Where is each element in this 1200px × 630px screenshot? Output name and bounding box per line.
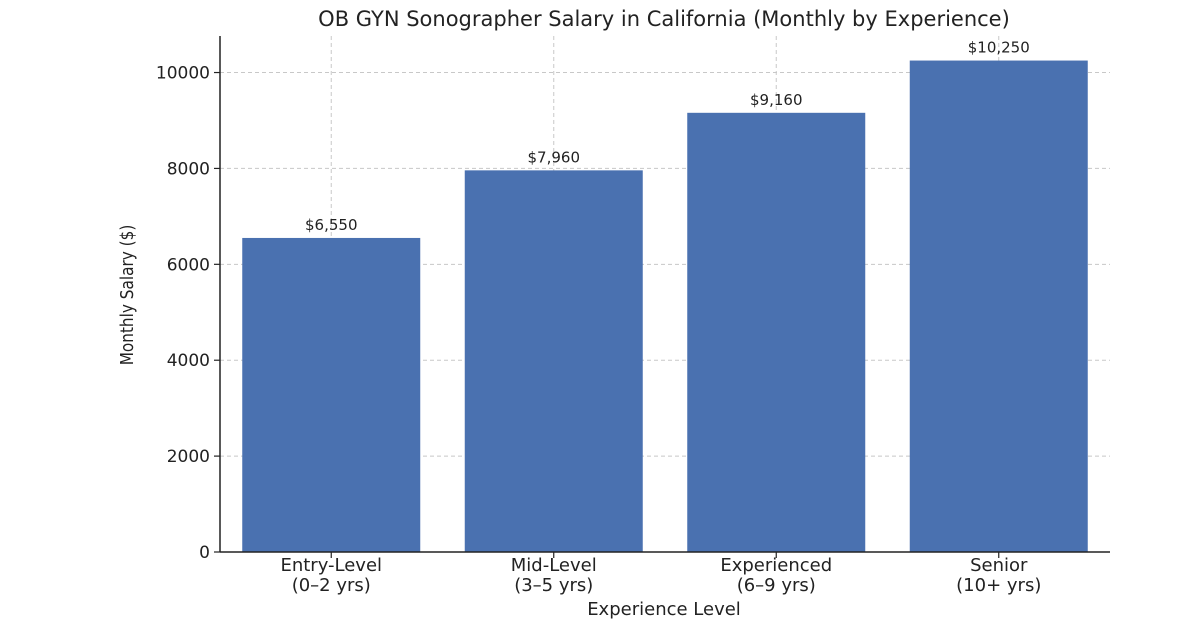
x-tick-label: (6–9 yrs)	[737, 575, 816, 596]
y-tick-label: 6000	[167, 255, 210, 275]
chart-title: OB GYN Sonographer Salary in California …	[318, 7, 1010, 31]
labels: 0200040006000800010000$6,550Entry-Level(…	[156, 39, 1041, 596]
bar-value-label: $10,250	[968, 39, 1030, 57]
bar	[687, 112, 866, 553]
bar-value-label: $6,550	[305, 216, 358, 234]
bar	[909, 60, 1088, 553]
bar	[464, 170, 643, 552]
bars	[242, 60, 1088, 553]
y-tick-label: 10000	[156, 64, 210, 84]
x-tick-label: (10+ yrs)	[956, 575, 1041, 596]
x-tick-label: Experienced	[720, 555, 832, 576]
bar-value-label: $9,160	[750, 91, 803, 109]
y-tick-label: 4000	[167, 351, 210, 371]
y-tick-label: 2000	[167, 447, 210, 467]
x-tick-label: Entry-Level	[280, 555, 382, 576]
x-tick-label: (0–2 yrs)	[292, 575, 371, 596]
y-tick-label: 8000	[167, 159, 210, 179]
x-tick-label: (3–5 yrs)	[514, 575, 593, 596]
bar-value-label: $7,960	[528, 148, 581, 166]
axes	[214, 36, 1110, 558]
x-tick-label: Mid-Level	[511, 555, 597, 576]
y-tick-label: 0	[199, 543, 210, 563]
bar	[242, 237, 421, 552]
x-tick-label: Senior	[970, 555, 1028, 576]
x-axis-label: Experience Level	[587, 599, 741, 620]
y-axis-label: Monthly Salary ($)	[116, 225, 138, 366]
